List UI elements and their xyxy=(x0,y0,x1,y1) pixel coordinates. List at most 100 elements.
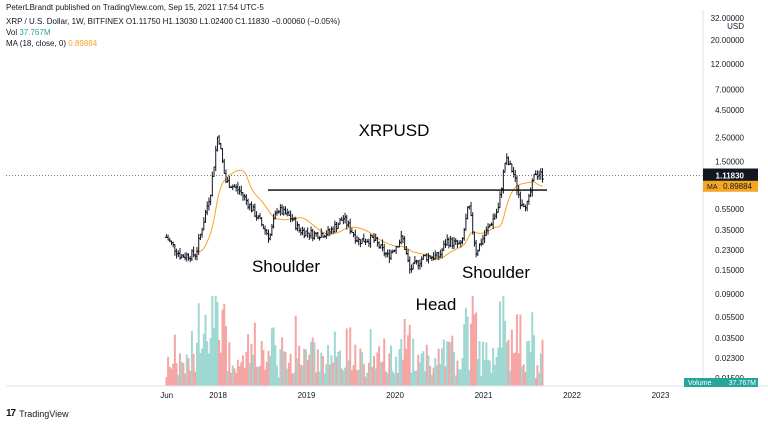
volume-bar xyxy=(333,331,336,386)
volume-bar xyxy=(497,347,500,386)
tradingview-brand[interactable]: 17 TradingView xyxy=(6,408,69,419)
ma-legend-value: 0.89884 xyxy=(68,39,98,48)
volume-bar xyxy=(507,339,510,386)
pattern-annotation: Shoulder xyxy=(252,257,320,276)
volume-bar xyxy=(175,363,178,386)
volume-bar xyxy=(216,301,219,386)
volume-bar xyxy=(364,376,367,386)
volume-bar xyxy=(510,329,513,386)
volume-bar xyxy=(437,348,440,386)
volume-bar xyxy=(243,367,246,386)
volume-bar xyxy=(284,351,287,386)
volume-bar xyxy=(475,312,478,386)
volume-bar xyxy=(539,353,542,386)
volume-bar xyxy=(444,366,447,386)
volume-bar xyxy=(253,322,256,386)
volume-bar xyxy=(369,329,372,386)
volume-bar xyxy=(384,371,387,386)
volume-bar xyxy=(289,353,292,386)
volume-bar xyxy=(476,359,479,386)
chart-title: XRPUSD xyxy=(359,121,430,140)
volume-bar xyxy=(400,339,403,386)
volume-bar xyxy=(173,334,176,386)
volume-bar xyxy=(189,370,192,386)
volume-bar xyxy=(449,342,452,386)
volume-bar xyxy=(291,373,294,386)
price-tick-label: 0.05500 xyxy=(715,313,744,322)
volume-bar xyxy=(439,364,442,386)
volume-bar xyxy=(396,372,399,386)
volume-bar xyxy=(458,369,461,386)
volume-bar xyxy=(538,372,541,386)
volume-bar xyxy=(405,348,408,386)
volume-bar xyxy=(236,359,239,386)
volume-bar xyxy=(453,352,455,386)
axes: 32.00000 20.00000 12.00000 7.00000 4.50000 2.… xyxy=(6,10,768,400)
volume-bar xyxy=(202,333,205,386)
ma-legend-label: MA (18, close, 0) xyxy=(6,39,67,48)
volume-bar xyxy=(265,361,268,386)
volume-bar xyxy=(483,360,486,386)
tradingview-brand-label: TradingView xyxy=(19,408,69,419)
volume-bar xyxy=(422,351,425,386)
volume-bar xyxy=(296,358,299,386)
volume-bars xyxy=(165,296,544,386)
volume-value-badge xyxy=(684,378,758,387)
volume-bar xyxy=(410,372,413,386)
volume-bar xyxy=(498,301,501,386)
volume-bar xyxy=(471,296,474,386)
volume-bar xyxy=(178,353,181,386)
volume-bar xyxy=(213,328,216,386)
volume-bar xyxy=(241,355,244,386)
volume-bar xyxy=(480,376,483,386)
volume-bar xyxy=(260,341,263,386)
volume-bar xyxy=(199,353,202,386)
volume-bar xyxy=(534,378,537,386)
ma-legend[interactable]: MA (18, close, 0) 0.89884 xyxy=(6,39,97,48)
volume-bar xyxy=(196,342,199,386)
volume-badge-value: 37.767M xyxy=(729,380,756,387)
volume-bar xyxy=(224,326,227,386)
volume-bar xyxy=(230,372,233,386)
volume-bar xyxy=(515,314,518,386)
volume-bar xyxy=(425,344,428,386)
volume-bar xyxy=(435,365,438,386)
volume-bar xyxy=(352,365,355,386)
volume-bar xyxy=(233,368,236,386)
volume-bar xyxy=(337,351,340,386)
time-tick-label: 2020 xyxy=(386,391,404,400)
volume-bar xyxy=(267,350,270,386)
price-tick-label: 1.50000 xyxy=(715,158,744,167)
volume-bar xyxy=(354,344,357,386)
volume-bar xyxy=(325,364,328,386)
volume-bar xyxy=(401,359,404,386)
price-currency-label: USD xyxy=(727,22,744,31)
volume-bar xyxy=(541,339,544,386)
volume-bar xyxy=(299,364,302,386)
volume-bar xyxy=(318,371,321,386)
volume-bar xyxy=(277,377,280,386)
volume-legend[interactable]: Vol 37.767M xyxy=(6,28,51,37)
volume-bar xyxy=(522,364,525,386)
volume-bar xyxy=(367,362,370,386)
volume-bar xyxy=(456,360,459,386)
price-tick-label: 20.00000 xyxy=(711,36,745,45)
volume-bar xyxy=(194,371,197,386)
volume-bar xyxy=(185,354,188,386)
volume-bar xyxy=(279,349,282,386)
volume-bar xyxy=(170,368,173,386)
volume-bar xyxy=(262,349,265,386)
volume-bar xyxy=(481,341,484,386)
volume-bar xyxy=(323,373,326,386)
time-tick-label: 2018 xyxy=(209,391,227,400)
volume-bar xyxy=(485,342,488,386)
volume-bar xyxy=(308,354,311,386)
volume-bar xyxy=(190,331,193,386)
volume-bar xyxy=(321,355,324,386)
volume-bar xyxy=(357,369,360,386)
volume-bar xyxy=(214,296,217,386)
volume-bar xyxy=(197,303,200,386)
symbol-ohlc-legend[interactable]: XRP / U.S. Dollar, 1W, BITFINEX O1.11750… xyxy=(6,17,340,26)
volume-bar xyxy=(374,368,377,386)
